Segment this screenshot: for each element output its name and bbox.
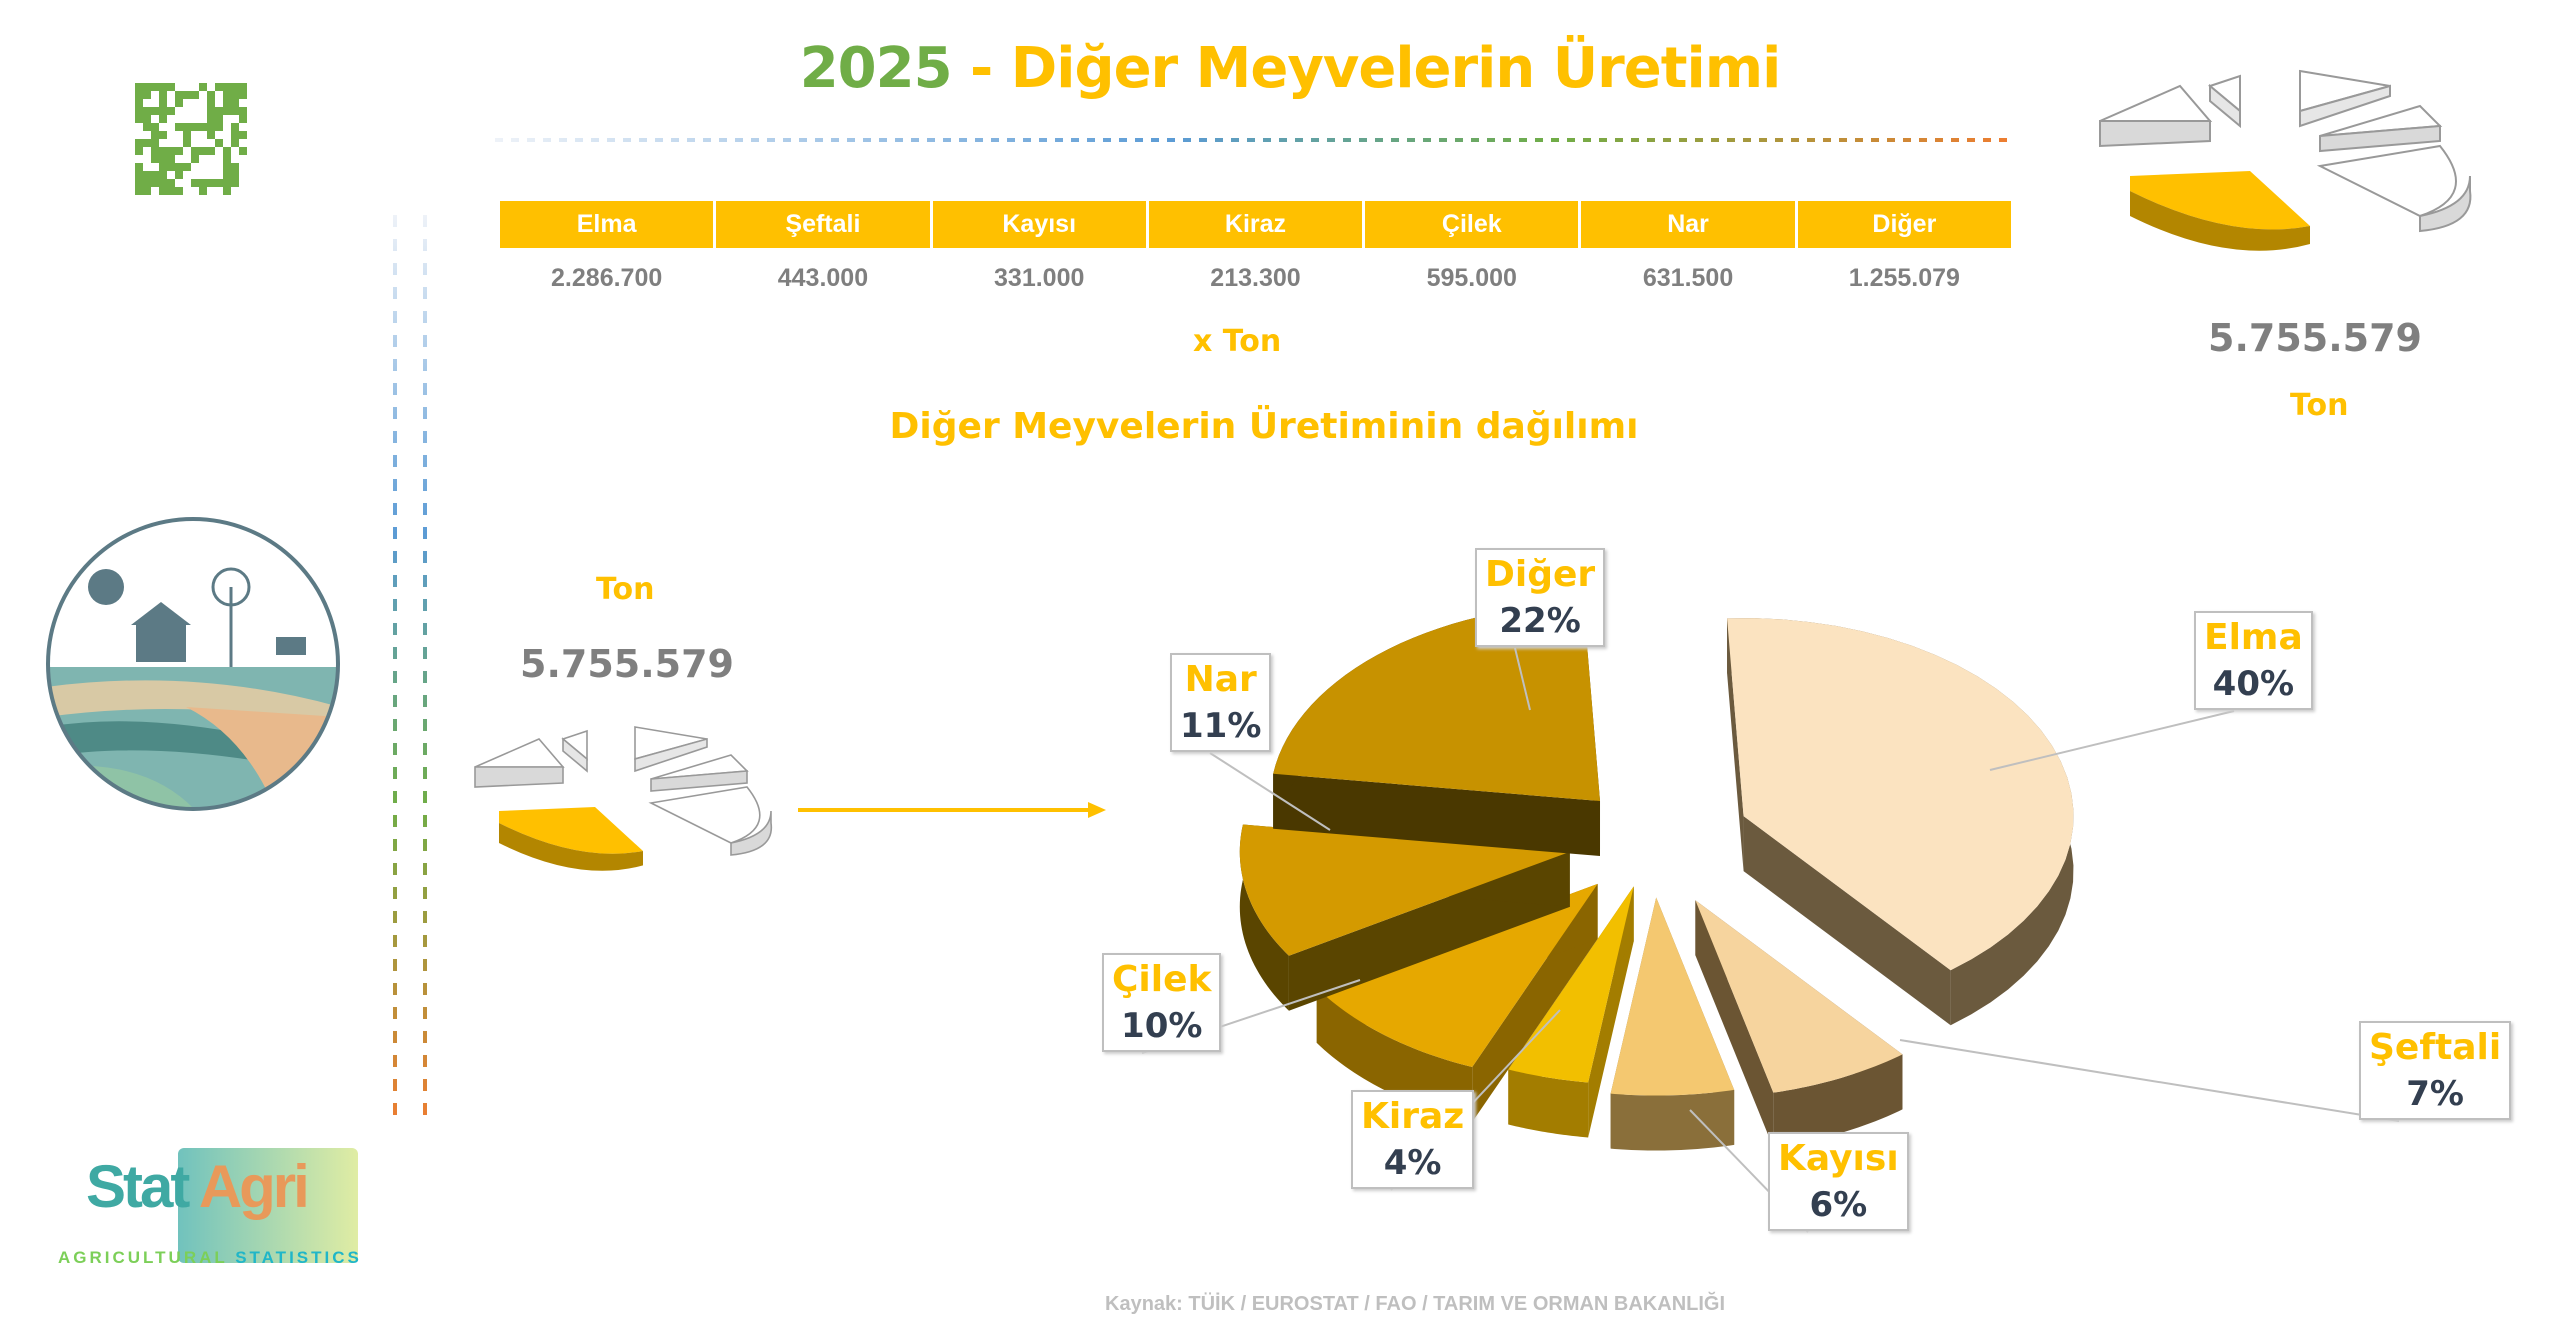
mini-pie-icon	[2099, 69, 2472, 251]
label-percent: 10%	[1121, 1006, 1203, 1046]
pie-slice-şeftali	[1695, 900, 1903, 1148]
label-category: Şeftali	[2369, 1027, 2502, 1068]
table-cell: 331.000	[994, 264, 1085, 292]
pie-slice-kayısı	[1610, 897, 1735, 1151]
logo-brush	[178, 1148, 358, 1263]
vertical-dashed-line	[393, 215, 397, 1123]
label-percent: 11%	[1180, 706, 1262, 746]
table-cell: 2.286.700	[551, 264, 663, 292]
table-cell: 631.500	[1642, 264, 1734, 292]
arrow-icon	[798, 802, 1106, 818]
label-percent: 22%	[1499, 601, 1581, 641]
label-category: Kiraz	[1361, 1096, 1465, 1137]
leader-line	[1899, 1039, 2400, 1122]
leader-line	[1514, 647, 1531, 711]
unit-label: x Ton	[1193, 324, 1282, 359]
label-percent: 6%	[1809, 1185, 1868, 1225]
pie-slice-diğer	[1273, 603, 1601, 857]
farm-illustration-icon	[46, 517, 340, 811]
data-label: Nar 11%	[1170, 653, 1272, 752]
qr-code-icon	[135, 83, 247, 195]
table-cell: 443.000	[777, 264, 869, 292]
data-label: Kayısı 6%	[1768, 1132, 1909, 1231]
data-label: Çilek 10%	[1102, 953, 1222, 1052]
total-value-top: 5.755.579	[2208, 316, 2422, 360]
total-unit-top: Ton	[2290, 388, 2349, 423]
vertical-dashed-line	[423, 215, 427, 1123]
label-category: Diğer	[1485, 554, 1596, 595]
dashed-divider	[495, 138, 2007, 142]
label-percent: 4%	[1383, 1143, 1442, 1183]
table-header: Diğer	[1797, 201, 2011, 248]
total-unit: Ton	[596, 572, 655, 607]
pie-slice-kiraz	[1508, 886, 1634, 1138]
label-percent: 7%	[2406, 1074, 2464, 1114]
data-label: Elma 40%	[2194, 611, 2313, 710]
page-title: 2025 - Diğer Meyvelerin Üretimi	[799, 36, 1782, 101]
table-cell: 595.000	[1426, 264, 1517, 292]
data-label: Diğer 22%	[1475, 548, 1606, 647]
pie-slice-çilek	[1316, 883, 1598, 1123]
table-cell: 213.300	[1210, 264, 1301, 292]
chart-title: Diğer Meyvelerin Üretiminin dağılımı	[889, 406, 1639, 447]
leader-line	[1989, 710, 2235, 771]
table-cell: 1.255.079	[1848, 264, 1960, 292]
table-header: Kayısı	[932, 201, 1146, 248]
table-header: Nar	[1581, 201, 1795, 248]
label-category: Elma	[2204, 617, 2303, 658]
production-table: Elma Şeftali Kayısı Kiraz Çilek Nar Diğer 2.286…	[500, 201, 2011, 293]
table-header: Kiraz	[1148, 201, 1363, 248]
label-category: Kayısı	[1778, 1138, 1899, 1179]
total-value: 5.755.579	[520, 642, 734, 686]
pie-slice-elma	[1727, 618, 2074, 1026]
source-footer: Kaynak: TÜİK / EUROSTAT / FAO / TARIM VE…	[1105, 1293, 1726, 1315]
label-percent: 40%	[2212, 664, 2295, 704]
data-label: Kiraz 4%	[1351, 1090, 1475, 1189]
leader-line	[1209, 752, 1331, 831]
table-header: Çilek	[1365, 201, 1579, 248]
statagri-logo: Stat Agri AGRICULTURAL STATISTICS	[58, 1148, 368, 1273]
table-header: Elma	[500, 201, 714, 248]
data-label: Şeftali 7%	[2359, 1021, 2512, 1120]
label-category: Çilek	[1112, 959, 1212, 1000]
label-category: Nar	[1184, 659, 1257, 700]
mini-pie-icon	[474, 726, 773, 871]
table-header: Şeftali	[716, 201, 930, 248]
